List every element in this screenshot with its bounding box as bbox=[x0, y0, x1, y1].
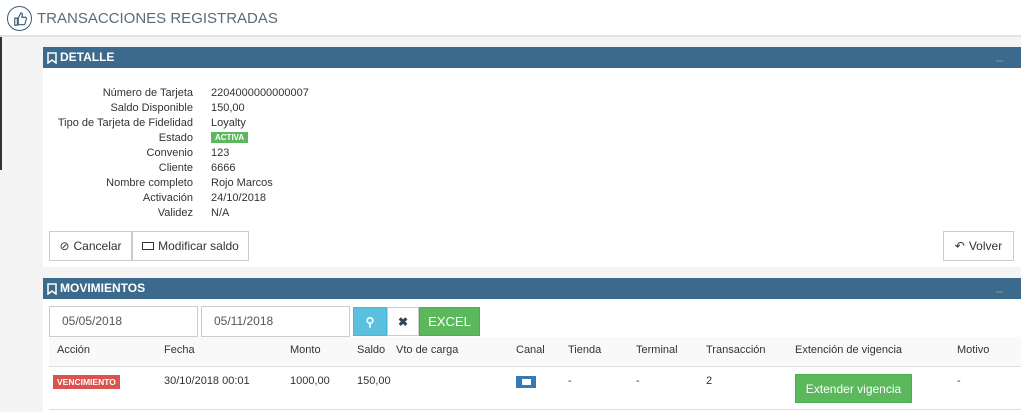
cell-transaccion: 2 bbox=[706, 375, 713, 387]
bookmark-icon bbox=[47, 282, 57, 295]
detail-label: Nombre completo bbox=[106, 177, 193, 189]
detail-label: Número de Tarjeta bbox=[102, 87, 193, 99]
sidebar-edge bbox=[0, 37, 2, 170]
close-icon: ✖ bbox=[397, 314, 409, 329]
detail-row: Saldo Disponible 150,00 bbox=[43, 102, 443, 117]
date-to-input[interactable]: 05/11/2018 bbox=[201, 306, 350, 337]
movimientos-header[interactable]: MOVIMIENTOS _ bbox=[43, 278, 1021, 299]
detail-value: 24/10/2018 bbox=[211, 192, 267, 204]
column-header: Saldo bbox=[357, 344, 386, 356]
detail-row: Convenio 123 bbox=[43, 147, 443, 162]
cell-tienda: - bbox=[568, 375, 572, 387]
column-header: Monto bbox=[290, 344, 321, 356]
detail-row: Validez N/A bbox=[43, 207, 443, 222]
detail-value: 123 bbox=[211, 147, 230, 159]
column-header: Tienda bbox=[568, 344, 602, 356]
detail-row: Cliente 6666 bbox=[43, 162, 443, 177]
search-button[interactable]: ⚲ bbox=[353, 307, 387, 336]
column-header: Motivo bbox=[957, 344, 990, 356]
detail-row: Activación 24/10/2018 bbox=[43, 192, 443, 207]
ban-icon: ⊘ bbox=[59, 239, 70, 253]
reply-icon: ↶ bbox=[954, 239, 965, 253]
thumbs-up-icon bbox=[7, 6, 32, 31]
detail-label: Activación bbox=[142, 192, 193, 204]
detail-label: Estado bbox=[158, 132, 193, 144]
extend-validity-button[interactable]: Extender vigencia bbox=[795, 374, 912, 403]
detail-row: Número de Tarjeta 2204000000000007 bbox=[43, 87, 443, 102]
excel-button[interactable]: EXCEL bbox=[419, 307, 480, 336]
table-header bbox=[49, 337, 1021, 367]
detail-label: Validez bbox=[157, 207, 193, 219]
detail-value: 6666 bbox=[211, 162, 236, 174]
detail-label: Saldo Disponible bbox=[110, 102, 193, 114]
column-header: Vto de carga bbox=[396, 344, 459, 356]
money-icon bbox=[142, 242, 155, 250]
column-header: Fecha bbox=[164, 344, 195, 356]
detail-label: Convenio bbox=[146, 147, 193, 159]
detail-value: 2204000000000007 bbox=[211, 87, 309, 99]
back-label: Volver bbox=[968, 239, 1003, 253]
minimize-button[interactable]: _ bbox=[996, 48, 1003, 62]
panel-title: MOVIMIENTOS bbox=[60, 281, 146, 295]
detalle-panel: DETALLE _ Número de Tarjeta 2204000000000… bbox=[43, 47, 1021, 267]
modify-balance-button[interactable]: Modificar saldo bbox=[132, 231, 249, 261]
detail-row: Tipo de Tarjeta de Fidelidad Loyalty bbox=[43, 117, 443, 132]
cell-fecha: 30/10/2018 00:01 bbox=[164, 375, 250, 387]
cell-saldo: 150,00 bbox=[357, 375, 391, 387]
column-header: Extención de vigencia bbox=[795, 344, 903, 356]
status-badge: ACTIVA bbox=[211, 132, 249, 143]
cell-motivo: - bbox=[957, 375, 961, 387]
panel-title: DETALLE bbox=[60, 50, 115, 64]
search-icon: ⚲ bbox=[365, 314, 375, 329]
column-header: Canal bbox=[516, 344, 545, 356]
column-header: Terminal bbox=[636, 344, 678, 356]
modify-label: Modificar saldo bbox=[158, 239, 239, 253]
detail-value: N/A bbox=[211, 207, 230, 219]
top-bar: TRANSACCIONES REGISTRADAS bbox=[0, 0, 1021, 37]
movimientos-panel: MOVIMIENTOS _ 05/05/2018 05/11/2018 ⚲ ✖ … bbox=[43, 278, 1021, 412]
detail-value: 150,00 bbox=[211, 102, 245, 114]
detail-row: Estado ACTIVA bbox=[43, 132, 443, 147]
clear-button[interactable]: ✖ bbox=[387, 307, 419, 336]
cell-terminal: - bbox=[636, 375, 640, 387]
page-title: TRANSACCIONES REGISTRADAS bbox=[37, 10, 278, 27]
cell-monto: 1000,00 bbox=[290, 375, 330, 387]
date-from-input[interactable]: 05/05/2018 bbox=[49, 306, 198, 337]
cancel-button[interactable]: ⊘ Cancelar bbox=[49, 231, 132, 261]
column-header: Acción bbox=[57, 344, 91, 356]
column-header: Transacción bbox=[706, 344, 766, 356]
row-divider bbox=[49, 409, 1021, 410]
monitor-icon bbox=[516, 376, 536, 388]
detail-value: Loyalty bbox=[211, 117, 246, 129]
detail-value: Rojo Marcos bbox=[211, 177, 273, 189]
bookmark-icon bbox=[47, 51, 57, 64]
detalle-header[interactable]: DETALLE _ bbox=[43, 47, 1021, 68]
action-badge: VENCIMIENTO bbox=[53, 375, 120, 389]
minimize-button[interactable]: _ bbox=[996, 279, 1003, 293]
back-button[interactable]: ↶ Volver bbox=[943, 231, 1014, 261]
detail-label: Cliente bbox=[158, 162, 193, 174]
detail-label: Tipo de Tarjeta de Fidelidad bbox=[57, 117, 193, 129]
cancel-label: Cancelar bbox=[73, 239, 122, 253]
detail-row: Nombre completo Rojo Marcos bbox=[43, 177, 443, 192]
